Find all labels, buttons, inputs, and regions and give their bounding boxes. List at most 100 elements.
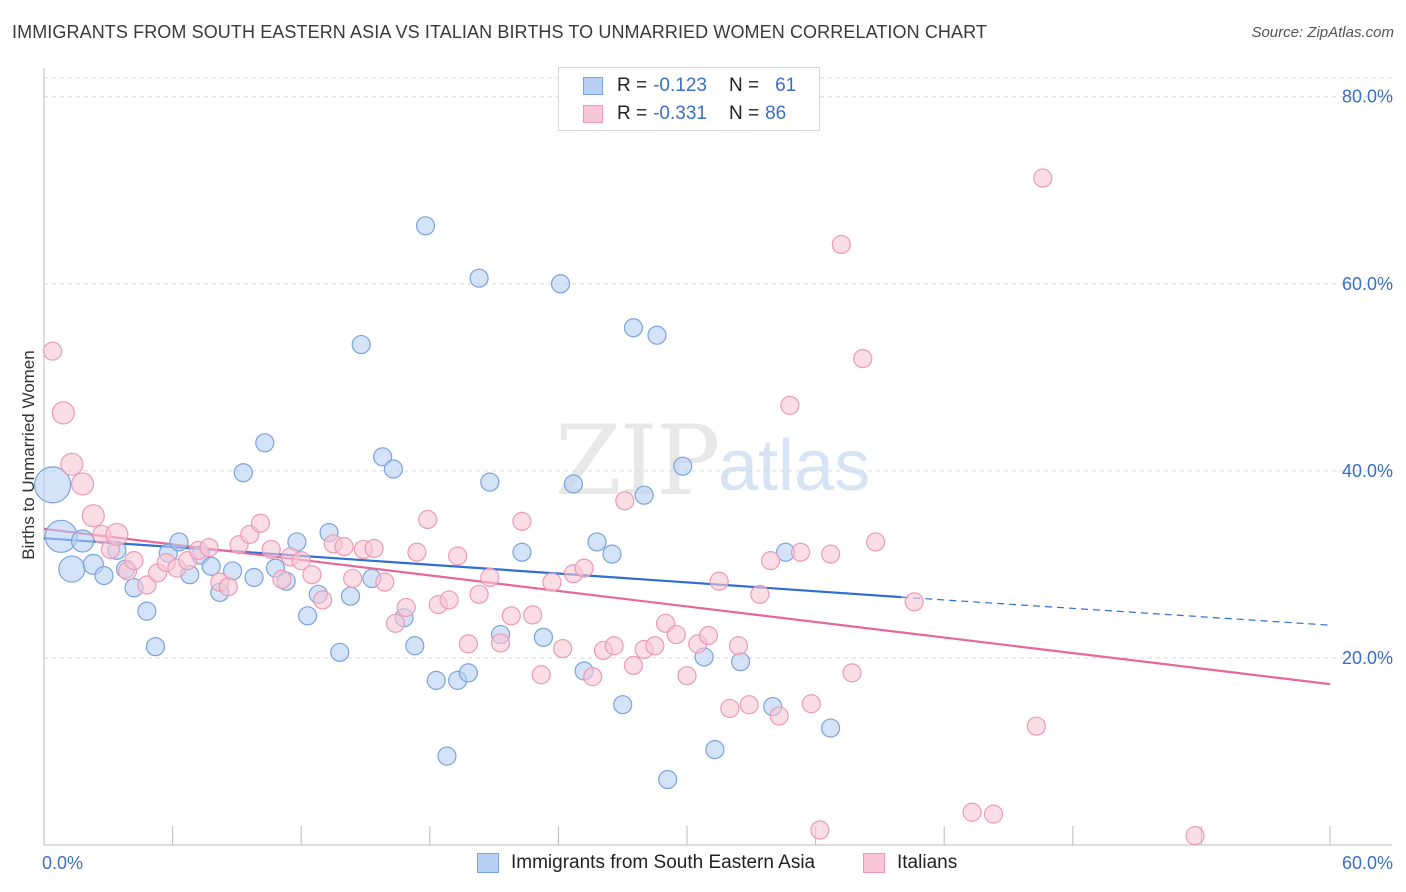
blue-point [426, 670, 446, 690]
bottom-legend-item-blue: Immigrants from South Eastern Asia [477, 852, 815, 874]
pink-point [698, 625, 719, 646]
blue-point [145, 637, 166, 657]
pink-point [480, 567, 500, 588]
pink-point [553, 638, 573, 659]
blue-point [383, 459, 403, 479]
blue-point [658, 769, 678, 790]
legend-row-blue: R = -0.123 N = 61 [583, 72, 796, 100]
blue-point [233, 463, 253, 483]
pink-point [709, 571, 729, 591]
pink-point [70, 472, 95, 496]
pink-point [343, 568, 363, 589]
pink-point [313, 590, 333, 610]
blue-point [415, 216, 436, 236]
y-tick-label: 80.0% [1342, 87, 1393, 107]
legend-n-value: 61 [775, 75, 797, 96]
blue-point [351, 334, 371, 355]
pink-point [81, 504, 105, 528]
blue-point [563, 474, 584, 494]
pink-point [983, 804, 1004, 824]
pink-point [666, 624, 686, 645]
pink-point [720, 698, 740, 719]
legend-swatch-pink [583, 105, 603, 123]
pink-point [821, 544, 841, 564]
pink-point [501, 606, 521, 626]
blue-point [373, 447, 393, 467]
pink-point [261, 539, 281, 560]
y-tick-label: 40.0% [1342, 461, 1393, 481]
legend-n-value: 86 [765, 103, 787, 124]
pink-point [866, 532, 886, 552]
pink-point [728, 636, 749, 656]
pink-point [218, 577, 238, 597]
pink-point [448, 546, 468, 566]
pink-point [137, 575, 157, 595]
pink-point [302, 565, 322, 585]
pink-point [512, 511, 532, 531]
blue-point [255, 433, 275, 453]
blue-point [602, 544, 622, 564]
blue-point [730, 652, 751, 672]
pink-point [124, 551, 144, 571]
y-tick-label: 20.0% [1342, 648, 1393, 668]
pink-point [1033, 168, 1053, 188]
pink-point [677, 666, 697, 686]
blue-trend-line-dashed [901, 596, 1331, 626]
x-tick-label: 0.0% [42, 853, 83, 873]
blue-point [613, 695, 633, 715]
blue-point [634, 485, 654, 505]
pink-point [418, 509, 438, 530]
blue-point [587, 532, 607, 552]
pink-trend-line [43, 527, 1331, 686]
pink-point [42, 341, 63, 361]
pink-point [396, 597, 416, 618]
source-label: Source: ZipAtlas.com [1251, 24, 1394, 41]
pink-point [739, 695, 759, 715]
pink-point [1026, 716, 1046, 736]
x-tick-label: 60.0% [1342, 853, 1393, 873]
bottom-legend-swatch-blue [477, 853, 499, 873]
blue-point [469, 268, 489, 288]
pink-point [385, 613, 406, 633]
legend: R = -0.123 N = 61 R = -0.331 N = 86 [558, 67, 820, 131]
pink-point [853, 349, 873, 369]
blue-point [405, 636, 425, 656]
pink-point [334, 537, 354, 557]
blue-point [821, 718, 841, 738]
bottom-legend-label-pink: Italians [897, 852, 958, 873]
pink-point [469, 584, 489, 604]
pink-point [272, 569, 292, 589]
blue-point [673, 456, 693, 476]
legend-r-label: R = [617, 103, 648, 124]
data-points [33, 168, 1205, 846]
legend-n-label: N = [728, 75, 760, 96]
pink-point [60, 452, 84, 476]
legend-r-value: -0.331 [653, 103, 707, 124]
pink-point [750, 584, 770, 604]
blue-point [512, 542, 532, 562]
x-tick-labels: 0.0% 60.0% [42, 853, 1393, 873]
pink-point [604, 636, 624, 656]
pink-point [574, 558, 594, 578]
blue-point [58, 555, 86, 583]
pink-point [831, 234, 851, 255]
pink-point [375, 572, 395, 592]
pink-point [250, 513, 271, 533]
pink-point [51, 401, 75, 425]
blue-point [298, 606, 318, 626]
blue-point [137, 601, 157, 621]
pink-point [490, 633, 511, 653]
bottom-legend-label-blue: Immigrants from South Eastern Asia [511, 852, 816, 873]
pink-point [645, 636, 665, 656]
blue-point [340, 586, 361, 606]
grid-lines [44, 77, 1392, 659]
blue-point [33, 466, 72, 504]
pink-point [199, 537, 219, 558]
blue-point [94, 566, 114, 586]
legend-r-label: R = [617, 75, 648, 96]
pink-point [790, 542, 811, 562]
blue-point [550, 274, 571, 294]
blue-point [533, 627, 553, 647]
blue-point [458, 663, 478, 683]
